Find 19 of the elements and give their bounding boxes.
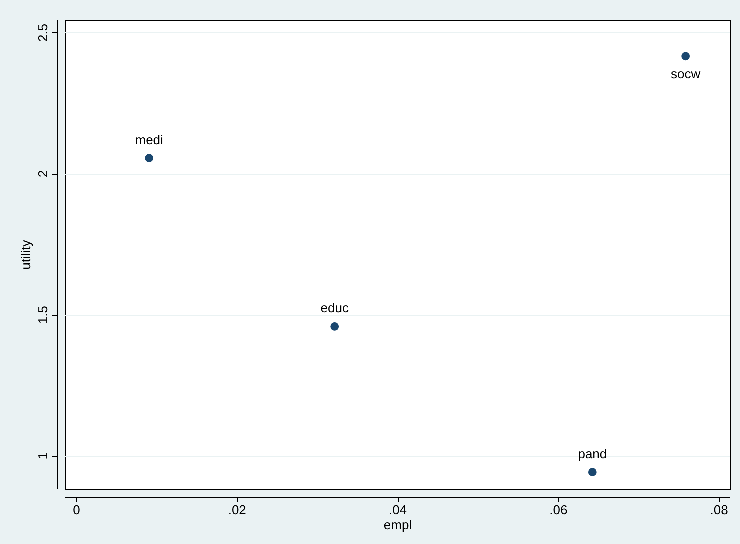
point xyxy=(588,468,597,477)
x-tick-label: .04 xyxy=(388,502,408,518)
y-axis-title: utility xyxy=(18,240,34,270)
y-tick-label: 2.5 xyxy=(36,24,50,42)
annotation: educ xyxy=(320,300,350,316)
x-tick-label: .06 xyxy=(550,502,568,518)
x-tick-label: .02 xyxy=(228,502,246,518)
annotation: pand xyxy=(578,446,608,462)
x-tick-label: 0 xyxy=(73,502,80,518)
annotation: medi xyxy=(135,132,164,148)
y-tick-label: 2 xyxy=(36,170,50,178)
y-tick-label: 1 xyxy=(36,452,50,460)
point xyxy=(330,322,340,331)
y-tick-label: 1.5 xyxy=(36,306,50,324)
point xyxy=(682,52,690,61)
x-tick-label: .08 xyxy=(710,502,728,518)
point xyxy=(145,154,154,162)
x-axis-title: empl xyxy=(384,518,412,532)
annotation: socw xyxy=(671,66,702,82)
